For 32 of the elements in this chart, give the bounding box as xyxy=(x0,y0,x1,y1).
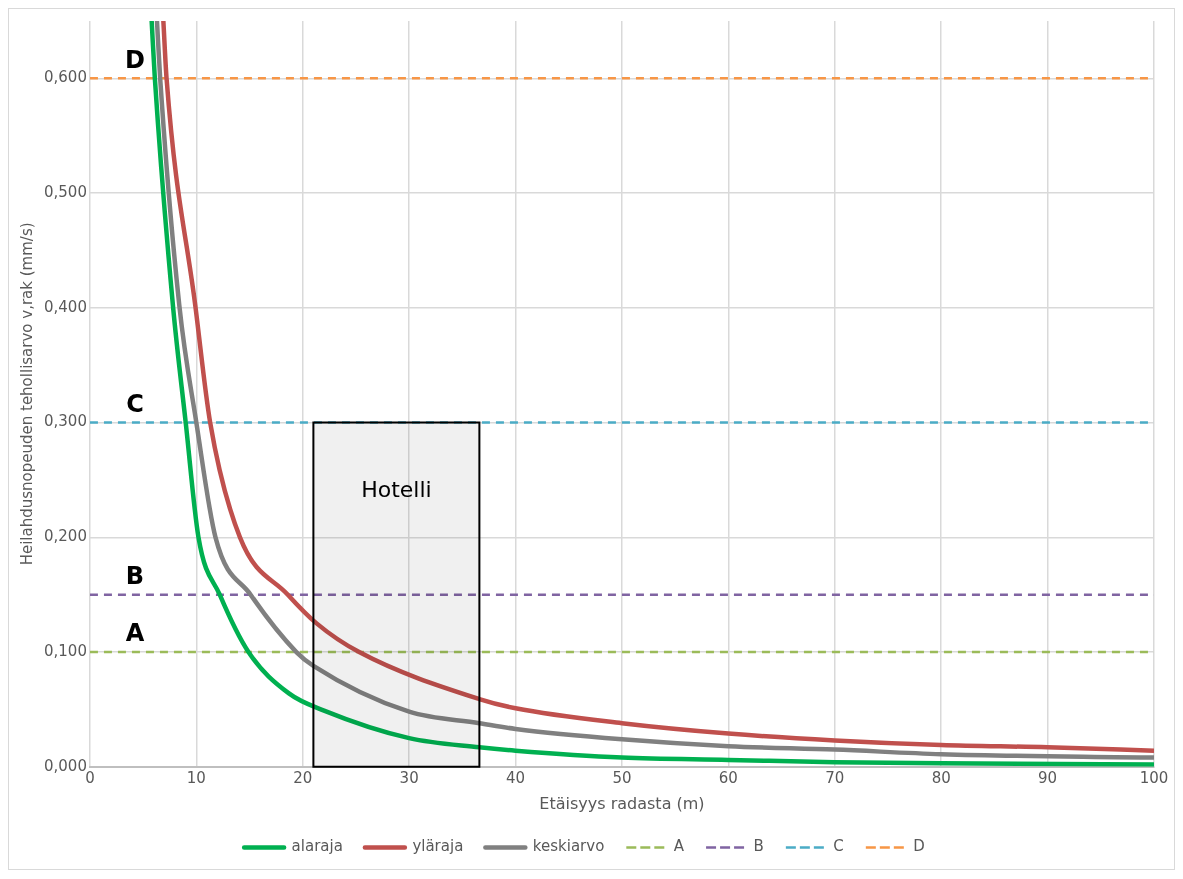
ref-line-label: A xyxy=(125,619,145,648)
text: B xyxy=(753,837,764,856)
ref-line-label: D xyxy=(124,45,145,74)
text: D xyxy=(913,837,925,856)
y-tick-label: 0,000 xyxy=(43,756,87,775)
x-tick-label: 100 xyxy=(1139,768,1169,787)
x-tick-label: 80 xyxy=(931,768,951,787)
y-tick-label: 0,500 xyxy=(43,183,87,201)
text: A xyxy=(673,837,685,856)
y-tick-label: 0,100 xyxy=(43,641,87,660)
y-tick-label: 0,300 xyxy=(43,412,87,431)
x-tick-label: 50 xyxy=(612,768,632,787)
x-tick-label: 90 xyxy=(1038,768,1058,787)
legend-label: alaraja xyxy=(291,837,343,856)
x-tick-label: 10 xyxy=(186,768,206,787)
text: C xyxy=(833,837,844,856)
x-axis-title: Etäisyys radasta (m) xyxy=(539,793,705,813)
x-tick-label: 0 xyxy=(85,768,95,787)
legend-label: keskiarvo xyxy=(532,837,605,856)
legend-label: yläraja xyxy=(412,837,464,856)
x-tick-label: 20 xyxy=(293,768,313,787)
y-axis-title: Heilahdusnopeuden tehollisarvo v,rak (mm/s) xyxy=(17,222,36,566)
x-tick-label: 30 xyxy=(399,768,419,787)
y-tick-label: 0,600 xyxy=(43,68,87,87)
ref-line-label: C xyxy=(126,389,144,418)
x-tick-label: 40 xyxy=(506,768,526,787)
ref-line-label: B xyxy=(125,561,145,590)
band-label: Hotelli xyxy=(361,477,432,503)
y-tick-label: 0,200 xyxy=(43,527,87,546)
x-tick-label: 60 xyxy=(718,768,738,787)
x-tick-label: 70 xyxy=(825,768,845,787)
y-tick-label: 0,400 xyxy=(43,297,87,316)
